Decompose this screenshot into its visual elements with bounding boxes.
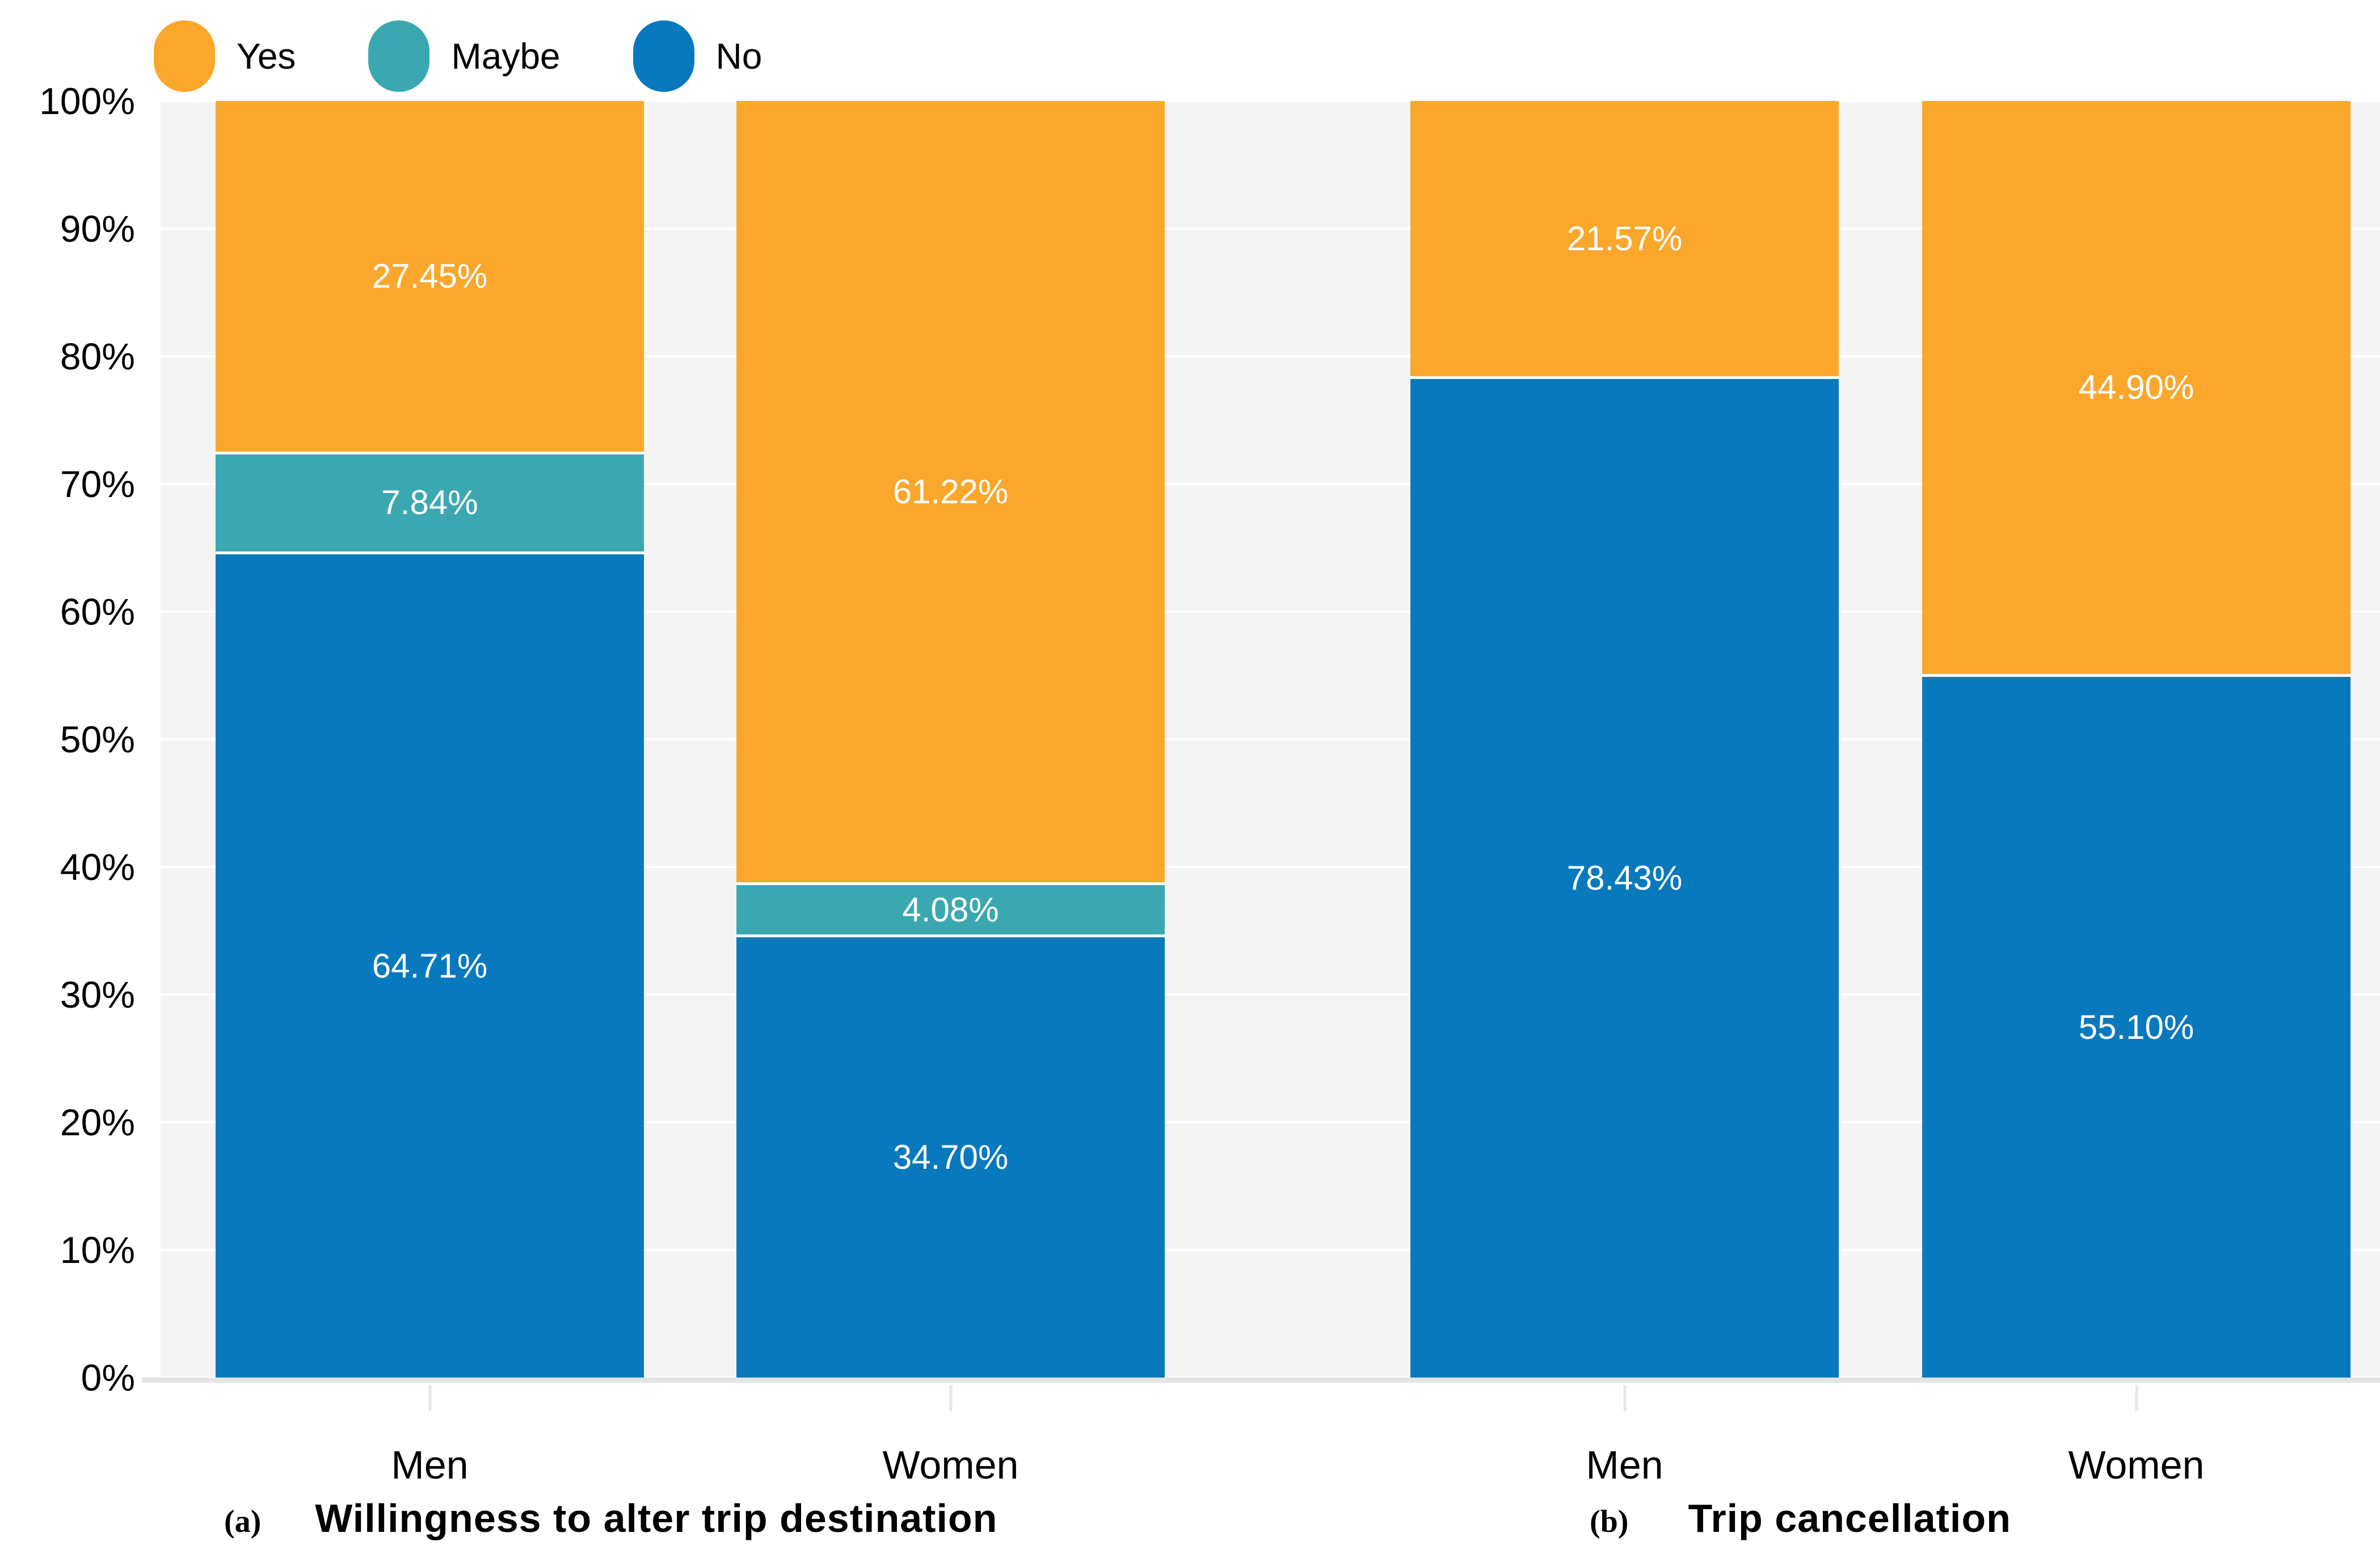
legend-item-yes: Yes: [154, 20, 296, 92]
segment-value-label: 78.43%: [1566, 859, 1683, 898]
y-tick-label: 30%: [60, 974, 135, 1016]
gridline-80: [161, 355, 2380, 357]
legend-swatch-maybe: [368, 20, 430, 92]
segment-maybe: 4.08%: [736, 882, 1165, 935]
bar-(a)-men: 27.45% 7.84% 64.71%: [216, 101, 644, 1378]
y-tick-label: 40%: [60, 846, 135, 888]
bar-(a)-women: 61.22% 4.08% 34.70%: [736, 101, 1165, 1378]
caption-b-tag: (b): [1590, 1504, 1629, 1539]
segment-no: 34.70%: [736, 934, 1165, 1378]
x-tick: [1623, 1385, 1626, 1411]
legend-item-maybe: Maybe: [368, 20, 561, 92]
x-category-label: Men: [391, 1443, 469, 1487]
legend: Yes Maybe No: [154, 20, 762, 92]
gridline-50: [161, 738, 2380, 740]
segment-value-label: 55.10%: [2078, 1008, 2194, 1046]
segment-value-label: 34.70%: [892, 1138, 1009, 1177]
y-tick-label: 0%: [81, 1357, 135, 1399]
segment-yes: 27.45%: [216, 101, 644, 452]
legend-item-no: No: [633, 20, 763, 92]
caption-b-title: Trip cancellation: [1688, 1496, 2011, 1540]
segment-value-label: 27.45%: [372, 256, 488, 295]
plot-area: 27.45% 7.84% 64.71% 61.22% 4.08% 34.70% 21.57%…: [161, 100, 2380, 1379]
gridline-40: [161, 866, 2380, 868]
gridline-100: [161, 100, 2380, 102]
segment-no: 55.10%: [1922, 674, 2350, 1378]
y-tick-label: 10%: [60, 1229, 135, 1271]
legend-label: Yes: [237, 36, 296, 77]
segment-yes: 44.90%: [1922, 101, 2350, 675]
gridline-10: [161, 1249, 2380, 1251]
segment-value-label: 64.71%: [372, 946, 488, 985]
gridline-70: [161, 483, 2380, 485]
segment-yes: 21.57%: [1410, 101, 1839, 377]
y-tick-label: 100%: [39, 80, 135, 122]
gridline-20: [161, 1121, 2380, 1123]
legend-swatch-no: [633, 20, 694, 92]
y-tick-label: 70%: [60, 463, 135, 505]
gridline-90: [161, 228, 2380, 230]
legend-label: No: [715, 36, 763, 77]
caption-panel-a: (a) Willingness to alter trip destinatio…: [224, 1496, 997, 1541]
y-tick-label: 90%: [60, 208, 135, 250]
y-tick-label: 80%: [60, 335, 135, 377]
legend-swatch-yes: [154, 20, 215, 92]
x-tick: [2135, 1385, 2138, 1411]
x-tick: [949, 1385, 952, 1411]
segment-maybe: 7.84%: [216, 451, 644, 552]
segment-value-label: 21.57%: [1566, 219, 1683, 258]
bar-(b)-women: 44.90% 55.10%: [1922, 101, 2350, 1378]
segment-yes: 61.22%: [736, 101, 1165, 883]
caption-a-tag: (a): [224, 1504, 262, 1539]
x-category-label: Men: [1586, 1443, 1663, 1487]
caption-panel-b: (b) Trip cancellation: [1590, 1496, 2011, 1541]
y-tick-label: 20%: [60, 1101, 135, 1143]
segment-value-label: 7.84%: [381, 483, 478, 522]
bar-(b)-men: 21.57% 78.43%: [1410, 101, 1839, 1378]
legend-label: Maybe: [451, 36, 561, 77]
x-tick: [428, 1385, 431, 1411]
x-category-label: Women: [882, 1443, 1019, 1487]
y-tick-label: 50%: [60, 718, 135, 760]
segment-no: 64.71%: [216, 551, 644, 1378]
caption-a-title: Willingness to alter trip destination: [315, 1496, 998, 1540]
segment-value-label: 61.22%: [892, 472, 1009, 511]
x-axis-line: [142, 1378, 2380, 1383]
segment-value-label: 44.90%: [2078, 368, 2194, 407]
gridline-60: [161, 610, 2380, 613]
segment-value-label: 4.08%: [902, 890, 999, 929]
x-category-label: Women: [2068, 1443, 2205, 1487]
gridline-30: [161, 993, 2380, 996]
segment-no: 78.43%: [1410, 376, 1839, 1378]
y-tick-label: 60%: [60, 591, 135, 633]
